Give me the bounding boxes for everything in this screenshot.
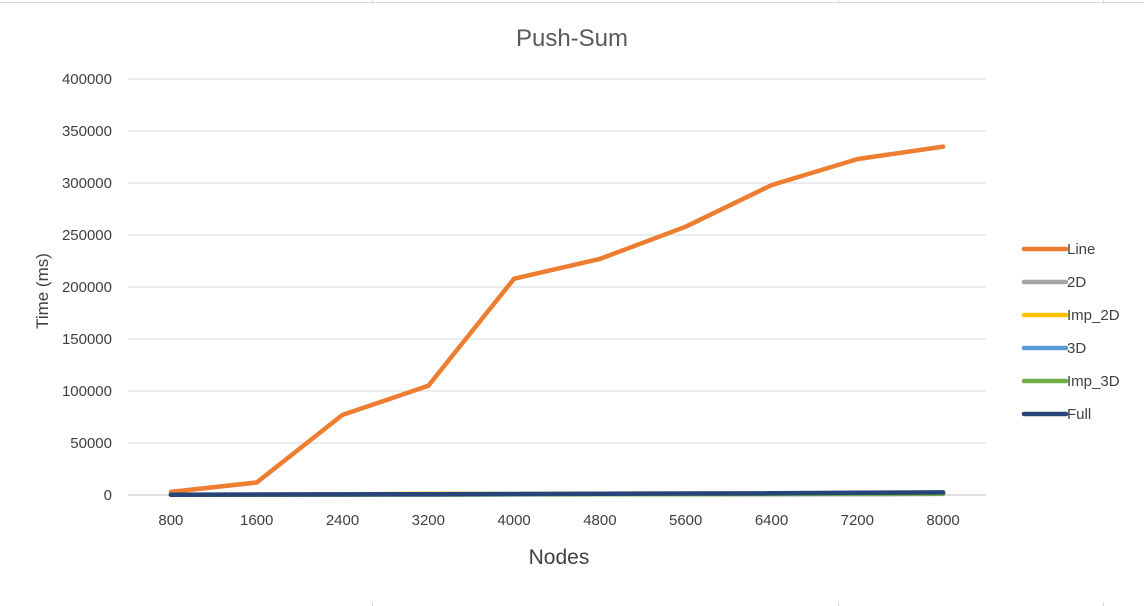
x-tick-label: 5600	[669, 512, 702, 529]
legend-label-3d: 3D	[1067, 340, 1086, 357]
y-tick-label: 300000	[62, 175, 112, 192]
x-tick-label: 1600	[240, 512, 273, 529]
x-tick-label: 8000	[926, 512, 959, 529]
legend-label-line: Line	[1067, 241, 1095, 258]
y-tick-labels: 0 50000 100000 150000 200000 250000 300000 3500…	[62, 71, 112, 504]
x-tick-label: 2400	[326, 512, 359, 529]
push-sum-chart: 0 50000 100000 150000 200000 250000 300000 3500…	[33, 25, 1120, 569]
y-tick-label: 50000	[70, 435, 112, 452]
series-lines	[168, 144, 946, 498]
series-line-full[interactable]	[168, 490, 946, 497]
x-tick-label: 800	[158, 512, 183, 529]
y-tick-label: 250000	[62, 227, 112, 244]
x-tick-label: 4000	[497, 512, 530, 529]
x-tick-label: 6400	[755, 512, 788, 529]
x-axis-title: Nodes	[529, 546, 590, 569]
y-tick-label: 200000	[62, 279, 112, 296]
x-tick-label: 4800	[583, 512, 616, 529]
y-tick-label: 400000	[62, 71, 112, 88]
chart-title: Push-Sum	[516, 25, 628, 52]
series-line-line[interactable]	[168, 144, 946, 495]
y-tick-label: 350000	[62, 123, 112, 140]
legend-label-imp-3d: Imp_3D	[1067, 373, 1120, 390]
x-tick-label: 3200	[412, 512, 445, 529]
chart-area[interactable]: 0 50000 100000 150000 200000 250000 300000 3500…	[6, 4, 1136, 602]
y-tick-label: 150000	[62, 331, 112, 348]
legend: Line 2D Imp_2D 3D Imp_3D Full	[1021, 241, 1120, 423]
y-tick-label: 100000	[62, 383, 112, 400]
sheet-gridline	[0, 2, 1144, 3]
legend-label-full: Full	[1067, 406, 1091, 423]
x-tick-label: 7200	[841, 512, 874, 529]
y-axis-title: Time (ms)	[33, 253, 52, 329]
legend-label-2d: 2D	[1067, 274, 1086, 291]
legend-label-imp-2d: Imp_2D	[1067, 307, 1120, 324]
gridlines	[128, 78, 986, 496]
x-tick-labels: 800 1600 2400 3200 4000 4800 5600 6400 7200 8000	[158, 512, 959, 529]
y-tick-label: 0	[104, 487, 112, 504]
